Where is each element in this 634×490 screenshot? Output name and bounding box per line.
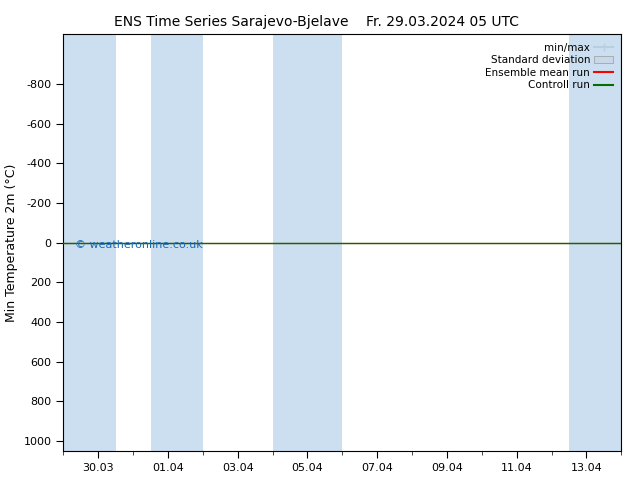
Bar (569, 34, 621, 451)
Bar (273, 34, 342, 451)
Bar (63, 34, 115, 451)
Bar (150, 34, 203, 451)
Text: ENS Time Series Sarajevo-Bjelave    Fr. 29.03.2024 05 UTC: ENS Time Series Sarajevo-Bjelave Fr. 29.… (115, 15, 519, 29)
Legend: min/max, Standard deviation, Ensemble mean run, Controll run: min/max, Standard deviation, Ensemble me… (482, 40, 616, 94)
Y-axis label: Min Temperature 2m (°C): Min Temperature 2m (°C) (5, 163, 18, 322)
Text: © weatheronline.co.uk: © weatheronline.co.uk (75, 241, 202, 250)
